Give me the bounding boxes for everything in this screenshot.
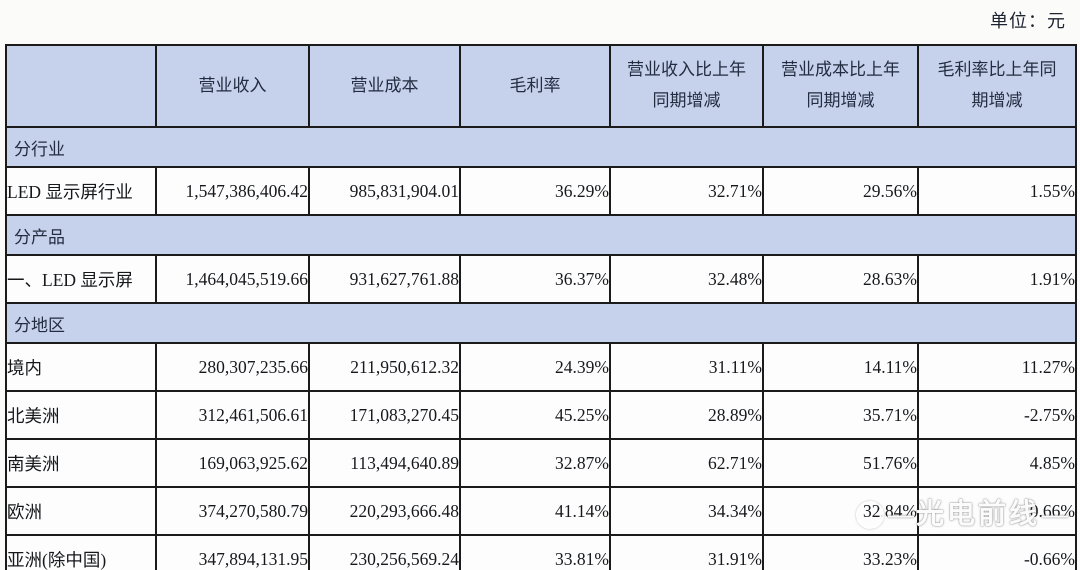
unit-label: 单位：元 xyxy=(990,11,1066,31)
cost-cell: 985,831,904.01 xyxy=(308,166,461,216)
revenue-change-cell: 31.11% xyxy=(609,342,764,392)
cost-cell: 220,293,666.48 xyxy=(308,486,461,536)
margin-change-cell: 1.55% xyxy=(917,166,1077,216)
cost-change-cell: 14.11% xyxy=(762,342,919,392)
cost-change-cell: 29.56% xyxy=(762,166,919,216)
cost-cell: 211,950,612.32 xyxy=(308,342,461,392)
revenue-change-cell: 31.91% xyxy=(609,534,764,570)
revenue-cell: 347,894,131.95 xyxy=(155,534,310,570)
header-revenue-change: 营业收入比上年 同期增减 xyxy=(609,44,764,128)
cost-change-cell: 28.63% xyxy=(762,254,919,304)
margin-change-cell: -2.75% xyxy=(917,390,1077,440)
cost-cell: 171,083,270.45 xyxy=(308,390,461,440)
data-row-europe: 欧洲 374,270,580.79 220,293,666.48 41.14% … xyxy=(5,486,1077,536)
header-cost-change: 营业成本比上年 同期增减 xyxy=(762,44,919,128)
section-title: 分地区 xyxy=(5,302,1077,344)
row-label: 南美洲 xyxy=(5,438,157,488)
header-margin-change: 毛利率比上年同 期增减 xyxy=(917,44,1077,128)
revenue-change-cell: 28.89% xyxy=(609,390,764,440)
margin-cell: 36.37% xyxy=(459,254,611,304)
row-label: 北美洲 xyxy=(5,390,157,440)
cost-change-cell: 51.76% xyxy=(762,438,919,488)
revenue-change-cell: 32.48% xyxy=(609,254,764,304)
cost-cell: 113,494,640.89 xyxy=(308,438,461,488)
header-margin: 毛利率 xyxy=(459,44,611,128)
margin-change-cell: 1.91% xyxy=(917,254,1077,304)
data-row-led-industry: LED 显示屏行业 1,547,386,406.42 985,831,904.0… xyxy=(5,166,1077,216)
header-margin-change-line1: 毛利率比上年同 xyxy=(937,60,1057,80)
section-title: 分产品 xyxy=(5,214,1077,256)
data-row-domestic: 境内 280,307,235.66 211,950,612.32 24.39% … xyxy=(5,342,1077,392)
header-cost-change-line2: 同期增减 xyxy=(806,91,875,110)
margin-cell: 33.81% xyxy=(459,534,611,570)
header-margin-change-line2: 期增减 xyxy=(971,91,1023,110)
table-header-row: 营业收入 营业成本 毛利率 营业收入比上年 同期增减 营业成本比上年 同期增减 … xyxy=(5,44,1077,128)
revenue-change-cell: 34.34% xyxy=(609,486,764,536)
cost-cell: 230,256,569.24 xyxy=(308,534,461,570)
header-revenue-change-line1: 营业收入比上年 xyxy=(627,60,746,80)
margin-change-cell: 0.66% xyxy=(917,486,1077,536)
revenue-cell: 1,464,045,519.66 xyxy=(155,254,310,304)
cost-change-cell: 35.71% xyxy=(762,390,919,440)
section-row-industry: 分行业 xyxy=(5,126,1077,168)
header-blank-cell xyxy=(5,44,157,128)
margin-cell: 32.87% xyxy=(459,438,611,488)
margin-cell: 45.25% xyxy=(459,390,611,440)
revenue-cell: 312,461,506.61 xyxy=(155,390,310,440)
header-revenue-change-line2: 同期增减 xyxy=(652,91,721,110)
cost-cell: 931,627,761.88 xyxy=(308,254,461,304)
margin-change-cell: 4.85% xyxy=(917,438,1077,488)
margin-cell: 41.14% xyxy=(459,486,611,536)
row-label: 一、LED 显示屏 xyxy=(5,254,157,304)
margin-change-cell: -0.66% xyxy=(917,534,1077,570)
segment-report-table: 营业收入 营业成本 毛利率 营业收入比上年 同期增减 营业成本比上年 同期增减 … xyxy=(5,44,1077,570)
row-label: LED 显示屏行业 xyxy=(5,166,157,216)
revenue-cell: 169,063,925.62 xyxy=(155,438,310,488)
row-label: 亚洲(除中国) xyxy=(5,534,157,570)
margin-change-cell: 11.27% xyxy=(917,342,1077,392)
data-row-north-america: 北美洲 312,461,506.61 171,083,270.45 45.25%… xyxy=(5,390,1077,440)
header-cost-change-line1: 营业成本比上年 xyxy=(781,60,900,80)
revenue-cell: 374,270,580.79 xyxy=(155,486,310,536)
margin-cell: 36.29% xyxy=(459,166,611,216)
row-label: 境内 xyxy=(5,342,157,392)
revenue-change-cell: 32.71% xyxy=(609,166,764,216)
row-label: 欧洲 xyxy=(5,486,157,536)
data-row-south-america: 南美洲 169,063,925.62 113,494,640.89 32.87%… xyxy=(5,438,1077,488)
section-row-product: 分产品 xyxy=(5,214,1077,256)
header-revenue: 营业收入 xyxy=(155,44,310,128)
section-title: 分行业 xyxy=(5,126,1077,168)
header-cost: 营业成本 xyxy=(308,44,461,128)
cost-change-cell: 32.84% xyxy=(762,486,919,536)
margin-cell: 24.39% xyxy=(459,342,611,392)
data-row-led-product: 一、LED 显示屏 1,464,045,519.66 931,627,761.8… xyxy=(5,254,1077,304)
data-row-asia-ex-china: 亚洲(除中国) 347,894,131.95 230,256,569.24 33… xyxy=(5,534,1077,570)
section-row-region: 分地区 xyxy=(5,302,1077,344)
revenue-cell: 1,547,386,406.42 xyxy=(155,166,310,216)
cost-change-cell: 33.23% xyxy=(762,534,919,570)
revenue-cell: 280,307,235.66 xyxy=(155,342,310,392)
revenue-change-cell: 62.71% xyxy=(609,438,764,488)
